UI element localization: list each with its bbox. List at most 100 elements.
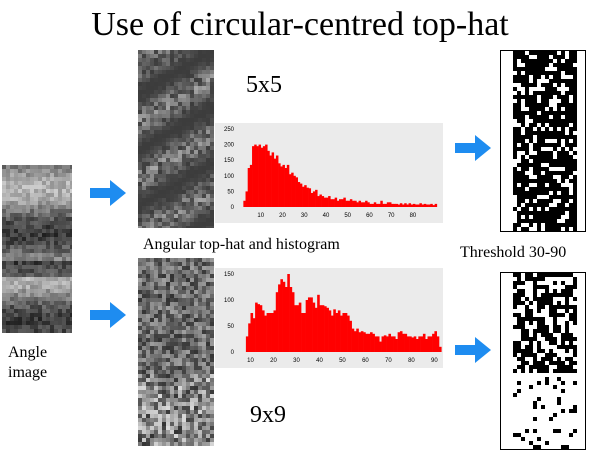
- histogram-bar: [305, 300, 309, 352]
- histogram-bar: [304, 185, 307, 207]
- histogram-bar: [299, 183, 303, 207]
- histogram-bar: [434, 331, 438, 352]
- histogram-bar: [328, 310, 332, 352]
- y-tick-label: 100: [224, 298, 235, 304]
- histogram-bar: [321, 305, 325, 352]
- histogram-bar: [261, 310, 265, 352]
- histogram-bar: [410, 204, 414, 207]
- histogram-bar: [271, 313, 274, 352]
- histogram-bar: [345, 200, 348, 207]
- y-tick-label: 0: [231, 350, 235, 356]
- tophat-9x9-image: [138, 258, 214, 446]
- histogram-bar: [312, 302, 316, 352]
- histogram-bar: [291, 292, 295, 352]
- size-9x9-label: 9x9: [250, 402, 286, 428]
- histogram-bar: [402, 333, 405, 352]
- histogram-bar: [260, 147, 264, 207]
- histogram-bar: [412, 203, 416, 207]
- histogram-bar: [421, 204, 425, 207]
- histogram-bar: [428, 204, 431, 207]
- x-tick-label: 80: [410, 213, 417, 219]
- histogram-bar: [328, 196, 331, 207]
- histogram-bar: [434, 203, 438, 207]
- histogram-bar: [375, 203, 379, 207]
- histogram-bar: [399, 203, 403, 207]
- histogram-bar: [314, 307, 318, 352]
- histogram-bar: [349, 320, 352, 352]
- histogram-bar: [353, 331, 357, 352]
- histogram-bar: [365, 333, 369, 352]
- histogram-bar: [252, 146, 255, 207]
- histogram-bar: [386, 336, 389, 352]
- histogram-bar: [254, 144, 257, 207]
- x-tick-label: 40: [316, 358, 323, 364]
- x-tick-label: 70: [388, 213, 395, 219]
- histogram-bar: [321, 196, 325, 207]
- histogram-bar: [326, 307, 329, 352]
- histogram-bar: [373, 202, 377, 207]
- histogram-bar: [413, 336, 417, 352]
- threshold-caption: Threshold 30-90: [460, 244, 567, 261]
- x-tick-label: 90: [431, 358, 438, 364]
- arrow-right-icon: [455, 337, 491, 363]
- histogram-bar: [312, 191, 316, 207]
- histogram-bar: [269, 155, 272, 207]
- histogram-bar: [423, 203, 427, 207]
- histogram-bar: [258, 144, 262, 207]
- histogram-bar: [402, 204, 405, 207]
- histogram-bar: [317, 196, 320, 207]
- histogram-bar: [417, 204, 420, 207]
- histogram-bar: [425, 204, 429, 207]
- histogram-bar: [427, 336, 431, 352]
- y-tick-label: 150: [224, 158, 235, 164]
- histogram-bar: [332, 199, 335, 207]
- histogram-bar: [395, 339, 398, 352]
- histogram-9x9: 0 50 100 150 10 20 30 40 50 60 70 80 90: [215, 268, 443, 368]
- histogram-bar: [334, 197, 338, 207]
- histogram-bar: [344, 313, 348, 352]
- y-tick-label: 50: [227, 324, 234, 330]
- histogram-bar: [406, 204, 409, 207]
- histogram-bar: [330, 315, 334, 352]
- histogram-bar: [245, 336, 249, 352]
- histogram-bar: [411, 337, 415, 352]
- histogram-bar: [289, 174, 292, 207]
- histogram-bar: [303, 313, 306, 352]
- histogram-bar: [349, 199, 353, 207]
- histogram-bar: [337, 310, 341, 352]
- size-5x5-label: 5x5: [246, 72, 282, 98]
- y-tick-label: 100: [224, 174, 235, 180]
- histogram-bar: [395, 203, 398, 207]
- histogram-bar: [356, 202, 359, 207]
- histogram-bar: [255, 302, 258, 352]
- x-tick-label: 40: [323, 213, 330, 219]
- histogram-bar: [325, 197, 329, 207]
- histogram-bar: [271, 152, 275, 207]
- histogram-bar: [432, 205, 435, 207]
- tophat-caption: Angular top-hat and histogram: [143, 236, 340, 253]
- histogram-bar: [347, 315, 350, 352]
- histogram-bar: [324, 306, 327, 352]
- histogram-bar: [265, 144, 268, 207]
- angle-image-label: Angle image: [8, 343, 68, 383]
- histogram-bar: [298, 302, 302, 352]
- histogram-bar: [429, 336, 433, 352]
- histogram-bar: [404, 203, 407, 207]
- histogram-bar: [393, 336, 396, 352]
- histogram-bar: [289, 287, 293, 352]
- histogram-bar: [284, 168, 288, 207]
- histogram-bar: [287, 274, 290, 352]
- histogram-bar: [293, 175, 296, 207]
- histogram-bar: [380, 200, 383, 207]
- histogram-bar: [408, 203, 412, 207]
- y-tick-label: 150: [224, 272, 235, 278]
- histogram-bar: [374, 336, 378, 352]
- histogram-bar: [383, 335, 387, 352]
- histogram-bar: [420, 336, 424, 352]
- histogram-bar: [379, 341, 382, 352]
- histogram-bar: [340, 315, 343, 352]
- x-tick-label: 20: [270, 358, 277, 364]
- histogram-bar: [369, 203, 372, 207]
- histogram-bar: [418, 336, 421, 352]
- histogram-bar: [317, 294, 320, 352]
